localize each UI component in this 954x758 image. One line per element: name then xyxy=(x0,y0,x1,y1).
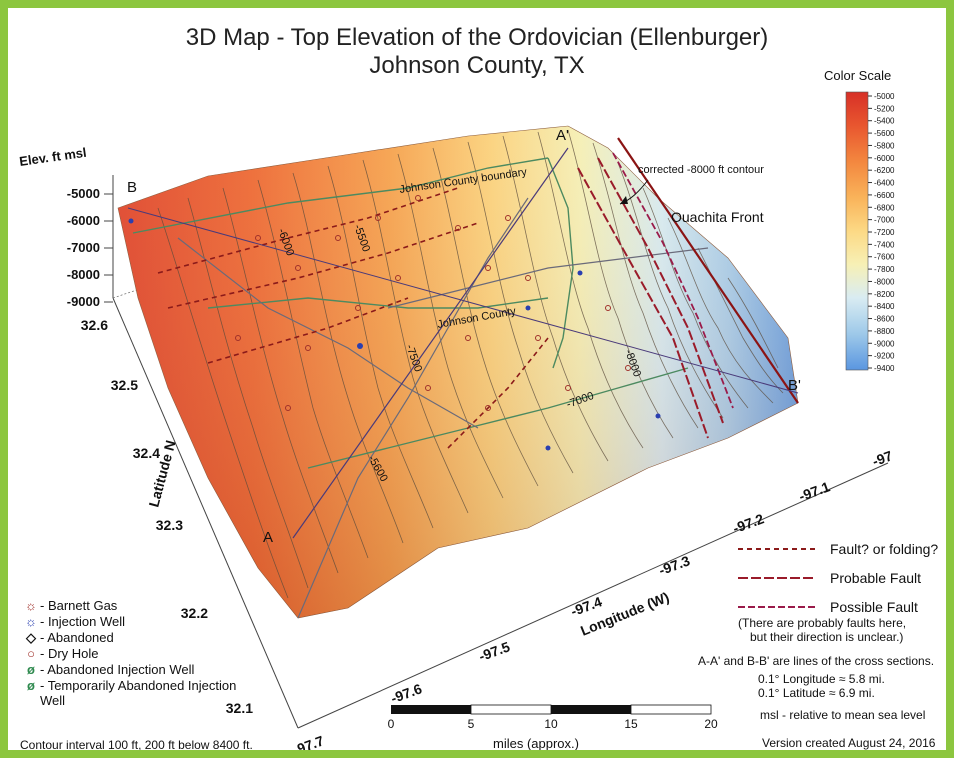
color-scale-tick: -7400 xyxy=(874,240,895,249)
well-legend-item: ◇ - Abandoned xyxy=(22,630,114,646)
well-legend-label: - Abandoned Injection Well xyxy=(40,662,195,677)
color-scale-tick: -9000 xyxy=(874,339,895,348)
longitude-tick: -97.2 xyxy=(731,510,767,536)
elevation-tick: -8000 xyxy=(67,267,100,282)
well-legend-item: ø - Temporarily Abandoned Injection Well xyxy=(22,678,240,708)
scale-bar-tick: 5 xyxy=(468,717,475,731)
color-scale-tick: -7000 xyxy=(874,216,895,225)
well-symbol-icon: ○ xyxy=(27,646,35,661)
color-scale-tick: -6600 xyxy=(874,191,895,200)
color-scale-tick: -5800 xyxy=(874,141,895,150)
well-symbol-icon: ◇ xyxy=(26,630,36,645)
longitude-tick: -97.7 xyxy=(291,732,327,750)
color-scale-tick: -7600 xyxy=(874,253,895,262)
map-title: 3D Map - Top Elevation of the Ordovician… xyxy=(185,24,769,51)
color-scale-tick: -8800 xyxy=(874,327,895,336)
fault-legend-label: Fault? or folding? xyxy=(830,541,938,557)
elevation-tick: -7000 xyxy=(67,240,100,255)
label-a-prime: A' xyxy=(556,127,569,144)
scale-bar: 0 5 10 15 20 miles (approx.) xyxy=(388,704,718,750)
elevation-tick: -9000 xyxy=(67,294,100,309)
color-scale-tick: -6000 xyxy=(874,154,895,163)
fault-legend-label: Possible Fault xyxy=(830,599,918,615)
fault-legend: Fault? or folding? Probable Fault Possible… xyxy=(738,541,938,615)
well-symbol-icon: ☼ xyxy=(25,598,37,613)
well-legend-item: ○ - Dry Hole xyxy=(22,646,99,661)
scale-bar-unit: miles (approx.) xyxy=(493,736,579,750)
color-scale-tick: -9200 xyxy=(874,352,895,361)
color-scale-tick: -7200 xyxy=(874,228,895,237)
elevation-tick: -6000 xyxy=(67,213,100,228)
label-b-prime: B' xyxy=(788,377,801,394)
longitude-tick: -97.3 xyxy=(657,552,693,578)
color-scale-tick: -8400 xyxy=(874,302,895,311)
longitude-tick: -97 xyxy=(870,447,895,469)
elevation-tick: -5000 xyxy=(67,186,100,201)
longitude-conversion: 0.1° Longitude ≈ 5.8 mi. xyxy=(758,672,885,686)
well-legend-item: ☼ - Injection Well xyxy=(22,614,125,629)
latitude-tick: 32.2 xyxy=(181,605,208,621)
contour-interval-note: Contour interval 100 ft, 200 ft below 84… xyxy=(20,738,253,750)
color-scale-tick: -5000 xyxy=(874,92,895,101)
elevation-axis: Elev. ft msl -5000 -6000 -7000 -8000 -9000 xyxy=(18,145,113,309)
scale-bar-tick: 10 xyxy=(544,717,558,731)
color-scale-tick: -6800 xyxy=(874,203,895,212)
ouachita-front-label: Ouachita Front xyxy=(671,209,764,225)
color-scale-tick: -7800 xyxy=(874,265,895,274)
scale-bar-tick: 15 xyxy=(624,717,638,731)
color-scale-tick: -5200 xyxy=(874,104,895,113)
label-b: B xyxy=(127,179,137,196)
well-legend-label: - Abandoned xyxy=(40,630,114,645)
well-symbol-icon: ø xyxy=(27,662,35,677)
label-a: A xyxy=(263,529,273,546)
map-canvas: Johnson County boundary Johnson County -… xyxy=(18,68,938,750)
well-legend-label: - Dry Hole xyxy=(40,646,99,661)
map-frame: 3D Map - Top Elevation of the Ordovician… xyxy=(8,8,946,750)
well-legend-label: - Temporarily Abandoned Injection Well xyxy=(40,678,237,708)
color-scale-tick: -8600 xyxy=(874,315,895,324)
color-scale-tick: -5600 xyxy=(874,129,895,138)
latitude-tick: 32.1 xyxy=(226,700,253,716)
latitude-tick: 32.4 xyxy=(133,445,160,461)
msl-note: msl - relative to mean sea level xyxy=(760,708,926,722)
well-legend-label: - Injection Well xyxy=(40,614,126,629)
cross-sections-note: A-A' and B-B' are lines of the cross sec… xyxy=(698,654,935,668)
scale-bar-tick: 20 xyxy=(704,717,718,731)
longitude-tick: -97.1 xyxy=(797,478,833,504)
latitude-tick: 32.6 xyxy=(81,317,108,333)
elevation-surface: Johnson County boundary Johnson County -… xyxy=(117,125,801,619)
latitude-tick: 32.5 xyxy=(111,377,138,393)
fault-legend-label: Probable Fault xyxy=(830,570,921,586)
longitude-tick: -97.6 xyxy=(389,680,425,706)
scale-bar-tick: 0 xyxy=(388,717,395,731)
faults-note-2: but their direction is unclear.) xyxy=(750,630,904,644)
latitude-conversion: 0.1° Latitude ≈ 6.9 mi. xyxy=(758,686,875,700)
well-symbol-icon: ☼ xyxy=(25,614,37,629)
well-legend-label: - Barnett Gas xyxy=(40,598,118,613)
color-scale-tick: -8200 xyxy=(874,290,895,299)
elevation-axis-label: Elev. ft msl xyxy=(18,145,87,169)
longitude-tick: -97.5 xyxy=(477,638,513,664)
faults-note-1: (There are probably faults here, xyxy=(738,616,907,630)
color-scale-tick: -8000 xyxy=(874,277,895,286)
color-scale-tick: -6200 xyxy=(874,166,895,175)
map-subtitle: Johnson County, TX xyxy=(369,52,585,79)
latitude-tick: 32.3 xyxy=(156,517,183,533)
color-scale-tick: -5400 xyxy=(874,117,895,126)
color-scale-tick: -6400 xyxy=(874,179,895,188)
color-scale-title: Color Scale xyxy=(824,68,891,83)
corrected-contour-label: corrected -8000 ft contour xyxy=(638,164,764,176)
well-symbol-icon: ø xyxy=(27,678,35,693)
latitude-axis: Latitude N 32.632.532.432.332.232.1 xyxy=(81,317,253,716)
well-legend-item: ☼ - Barnett Gas xyxy=(22,598,117,613)
well-legend-item: ø - Abandoned Injection Well xyxy=(22,662,194,677)
color-scale: Color Scale -5000 -5200 -5400 -5600 -5800 -60… xyxy=(824,68,895,373)
color-scale-tick: -9400 xyxy=(874,364,895,373)
version-note: Version created August 24, 2016 xyxy=(762,736,936,750)
